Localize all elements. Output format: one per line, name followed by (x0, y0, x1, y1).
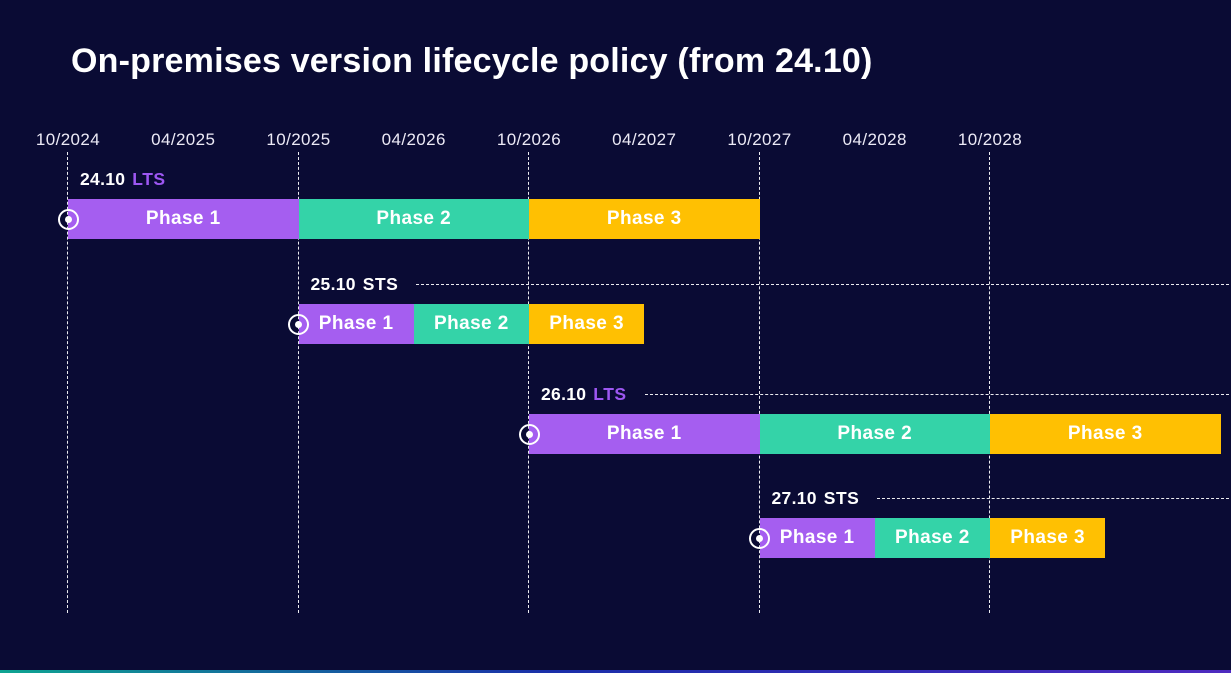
release-label-row: 26.10 LTS (541, 382, 1231, 406)
phase-bar: Phase 2 (413, 304, 529, 344)
marker-dot-icon (295, 320, 302, 328)
support-extension-dashes (877, 497, 1229, 499)
axis-tick-label: 04/2028 (842, 130, 907, 149)
release-channel-badge: LTS (593, 383, 627, 404)
phase-bar: Phase 3 (990, 414, 1221, 454)
phase-label: Phase 2 (895, 527, 970, 548)
axis-tick-label: 10/2024 (35, 130, 101, 149)
phase-label: Phase 1 (145, 208, 221, 229)
phase-label: Phase 1 (318, 313, 394, 334)
phase-bar: Phase 3 (990, 518, 1106, 558)
phase-label: Phase 1 (779, 527, 855, 548)
phase-label: Phase 2 (376, 208, 452, 229)
phase-label: Phase 3 (1010, 527, 1085, 548)
release-channel-badge: STS (823, 487, 860, 508)
axis-tick-label: 10/2026 (496, 130, 562, 149)
marker-dot-icon (525, 430, 533, 438)
phase-bar: Phase 2 (874, 518, 990, 558)
release-start-marker (749, 527, 770, 549)
release-label-row: 24.10 LTS (80, 167, 1231, 191)
axis-tick-label: 10/2028 (957, 130, 1023, 149)
support-extension-dashes (644, 393, 1229, 395)
release-start-marker (57, 208, 79, 230)
gridline-october (297, 152, 299, 613)
marker-dot-icon (64, 215, 72, 223)
release-start-marker (288, 313, 309, 335)
gridline-october (67, 152, 69, 613)
marker-dot-icon (756, 534, 763, 542)
phase-bar: Phase 1 (529, 414, 760, 454)
phase-bar: Phase 3 (529, 304, 645, 344)
release-version-label: 25.10 (310, 273, 356, 294)
phase-label: Phase 3 (549, 313, 624, 334)
phase-bar: Phase 3 (529, 199, 760, 239)
phase-bar: Phase 2 (759, 414, 990, 454)
release-label-row: 25.10 STS (311, 272, 1231, 296)
phase-label: Phase 3 (1067, 423, 1143, 444)
axis-tick-label: 04/2026 (381, 130, 446, 149)
phase-bar: Phase 1 (298, 304, 414, 344)
release-start-marker (518, 423, 540, 445)
release-channel-badge: LTS (132, 168, 166, 189)
phase-label: Phase 2 (837, 423, 913, 444)
phase-label: Phase 1 (606, 423, 682, 444)
axis-tick-label: 10/2027 (727, 130, 792, 149)
release-version-label: 26.10 (541, 383, 587, 404)
axis-tick-label: 04/2025 (151, 130, 216, 149)
release-version-label: 27.10 (771, 487, 817, 508)
phase-bar: Phase 1 (68, 199, 299, 239)
release-version-label: 24.10 (80, 168, 126, 189)
axis-tick-label: 04/2027 (612, 130, 677, 149)
phase-bar: Phase 2 (298, 199, 529, 239)
phase-label: Phase 3 (606, 208, 682, 229)
gridline-october (758, 152, 760, 613)
support-extension-dashes (416, 283, 1229, 285)
axis-tick-label: 10/2025 (266, 130, 331, 149)
phase-bar: Phase 1 (759, 518, 875, 558)
bottom-gradient-strip (0, 670, 1231, 673)
gridline-october (528, 152, 530, 613)
release-channel-badge: STS (362, 273, 399, 294)
chart-title: On-premises version lifecycle policy (fr… (71, 42, 873, 80)
phase-label: Phase 2 (434, 313, 509, 334)
release-label-row: 27.10 STS (772, 486, 1231, 510)
gridline-october (989, 152, 991, 613)
